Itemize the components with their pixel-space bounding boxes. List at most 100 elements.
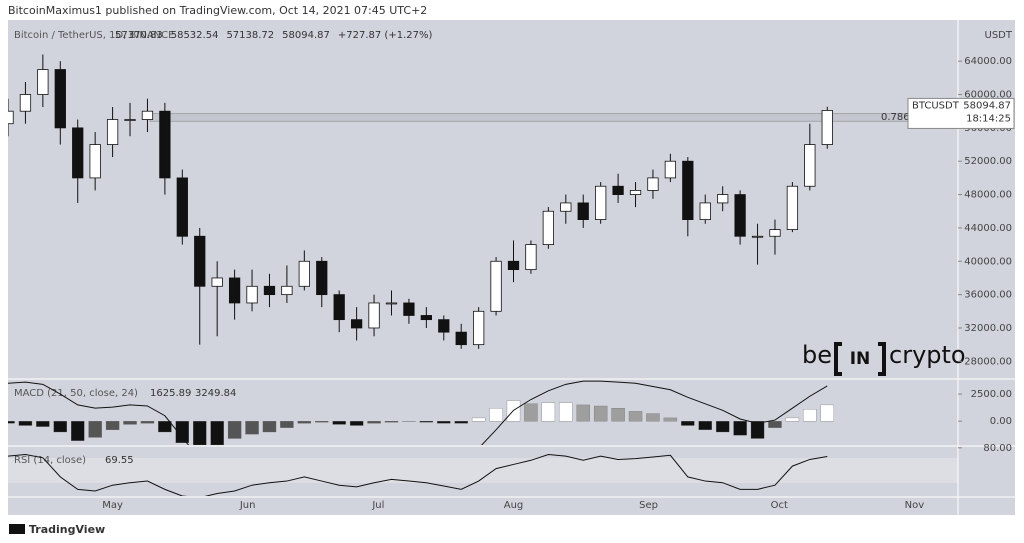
candle-body xyxy=(647,177,659,191)
macd-bar xyxy=(663,417,678,422)
macd-value: 3249.84 xyxy=(195,388,236,399)
candle-body xyxy=(507,260,520,271)
candle-body xyxy=(350,319,363,329)
macd-bar xyxy=(820,404,834,422)
price-label-box xyxy=(907,97,1015,129)
y-tick-label: 28000.00 xyxy=(964,356,1012,367)
macd-bar xyxy=(315,421,329,423)
macd-bar xyxy=(332,421,346,425)
candle-body xyxy=(612,185,624,195)
candle-body xyxy=(821,110,833,145)
macd-bar xyxy=(210,421,224,445)
macd-bar xyxy=(768,421,782,428)
candle-body xyxy=(106,119,119,145)
candle-body xyxy=(141,110,154,120)
ohlc-value: 57370.83 xyxy=(115,30,163,41)
candle-body xyxy=(420,315,432,321)
candle-body xyxy=(403,302,415,316)
rsi xyxy=(8,453,828,496)
watermark-brackets xyxy=(834,342,886,376)
macd-bar xyxy=(8,421,15,424)
macd-bar xyxy=(262,421,277,433)
publisher: BitcoinMaximus1 published on TradingView… xyxy=(8,4,427,17)
candle-body xyxy=(298,260,310,287)
macd-bar xyxy=(105,421,120,430)
macd-bar xyxy=(646,413,660,422)
candle-body xyxy=(490,260,502,312)
candle-body xyxy=(316,260,328,296)
candle-body xyxy=(194,235,206,287)
candle-body xyxy=(455,331,467,346)
macd-bar xyxy=(698,421,712,430)
candle-body xyxy=(159,110,171,179)
macd-bar xyxy=(628,411,643,422)
rsi-value: 69.55 xyxy=(105,455,134,466)
macd-bar xyxy=(158,421,172,433)
y-tick-label: 40000.00 xyxy=(964,256,1012,267)
y-tick-label: 48000.00 xyxy=(964,190,1012,201)
price-label-symbol: BTCUSDT xyxy=(912,100,960,111)
y-tick-label: 32000.00 xyxy=(964,323,1012,334)
watermark-crypto: crypto xyxy=(889,341,966,369)
macd-bar xyxy=(541,402,556,422)
macd-bar xyxy=(175,421,189,443)
rsi-line xyxy=(8,453,828,496)
macd-bar xyxy=(681,421,695,426)
candle-body xyxy=(333,294,345,321)
x-tick-label: Jul xyxy=(371,500,384,511)
macd-bar xyxy=(437,421,451,424)
candle-body xyxy=(385,302,398,305)
macd-bar xyxy=(419,421,434,423)
y-tick-label: 52000.00 xyxy=(964,156,1012,167)
candle-body xyxy=(699,202,711,220)
macd-bar xyxy=(576,404,590,422)
macd-bar xyxy=(18,421,33,426)
candle-body xyxy=(682,160,694,220)
candle-body xyxy=(54,69,66,129)
macd-bar xyxy=(593,405,608,422)
rsi-band xyxy=(8,458,958,483)
candle-body xyxy=(577,202,589,220)
price-label-countdown: 18:14:25 xyxy=(966,113,1011,124)
macd-bar xyxy=(454,421,468,424)
unit: USDT xyxy=(985,30,1013,41)
candle-body xyxy=(89,144,101,179)
macd-bar xyxy=(123,421,137,425)
candle-body xyxy=(176,177,188,237)
macd-bar xyxy=(471,417,486,422)
y-tick-label: 60000.00 xyxy=(964,90,1012,101)
macd-bar xyxy=(733,421,747,436)
candles: 0.786(57211.87) xyxy=(8,54,958,349)
macd-bar xyxy=(489,408,503,422)
candle-body xyxy=(595,185,607,220)
macd-bar xyxy=(71,421,85,441)
watermark-in: IN xyxy=(850,349,871,369)
y-tick-label: 44000.00 xyxy=(964,223,1012,234)
candle-body xyxy=(717,194,729,204)
resistance-band xyxy=(149,113,958,122)
macd-bar xyxy=(297,421,312,424)
watermark: be IN crypto xyxy=(802,341,966,376)
macd-bar xyxy=(88,421,102,438)
macd-bar xyxy=(384,421,399,423)
macd-bar xyxy=(280,421,294,428)
macd-bar xyxy=(36,421,50,427)
macd-title: MACD (21, 50, close, 24) xyxy=(14,388,138,399)
x-tick-label: Aug xyxy=(504,500,524,511)
candle-body xyxy=(734,194,746,237)
macd-bar xyxy=(611,408,625,422)
candle-body xyxy=(246,285,258,304)
tv-logo xyxy=(9,524,25,534)
x-tick-label: Jun xyxy=(239,500,256,511)
macd-bar xyxy=(803,409,817,422)
candle-body xyxy=(228,277,241,304)
macd-bar xyxy=(193,421,207,445)
x-tick-label: Oct xyxy=(771,500,788,511)
macd-bar xyxy=(402,421,416,422)
candle-body xyxy=(804,144,816,187)
ohlc-value: 58532.54 xyxy=(171,30,219,41)
macd-bar xyxy=(367,421,381,424)
y-tick-label: 2500.00 xyxy=(971,389,1012,400)
macd-bar xyxy=(53,421,67,433)
footer-brand: TradingView xyxy=(29,523,105,536)
